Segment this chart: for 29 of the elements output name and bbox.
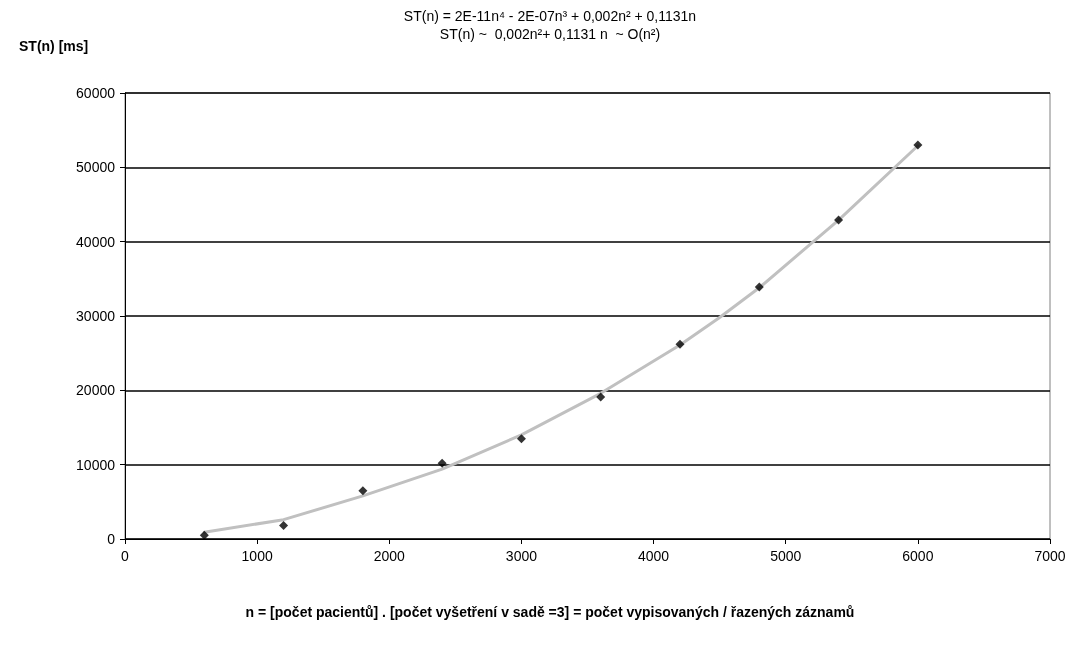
y-tick-label: 0 — [107, 531, 116, 547]
chart-subtitle: ST(n) ~ 0,002n²+ 0,1131 n ~ O(n²) — [439, 26, 661, 42]
y-tick-label: 10000 — [76, 456, 116, 473]
y-tick-label: 40000 — [76, 233, 116, 250]
point — [834, 215, 844, 225]
point — [596, 392, 606, 402]
x-tick-label: 7000 — [1034, 548, 1066, 564]
point — [437, 458, 447, 468]
y-tick-label: 20000 — [76, 382, 116, 399]
x-tick-label: 2000 — [373, 548, 406, 564]
point — [358, 486, 368, 496]
x-tick-label: 1000 — [241, 548, 273, 564]
x-tick-label: 5000 — [770, 548, 802, 564]
x-tick-label: 6000 — [902, 548, 934, 564]
y-tick-label: 50000 — [76, 159, 116, 176]
x-tick-label: 4000 — [637, 548, 670, 564]
point — [279, 521, 289, 531]
point — [675, 339, 685, 349]
y-axis-title: ST(n) [ms] — [19, 38, 89, 54]
y-tick-label: 60000 — [76, 85, 116, 101]
y-tick-label: 30000 — [76, 308, 116, 324]
point — [199, 530, 209, 540]
x-axis-title: n = [počet pacientů] . [počet vyšetření v sadě =3] = počet vypisovaných / řazených záznamů — [245, 604, 855, 620]
point — [913, 140, 923, 150]
chart-title: ST(n) = 2E-11n⁴ - 2E-07n³ + 0,002n² + 0,1131n — [403, 8, 697, 24]
x-tick-label: 0 — [121, 548, 130, 564]
point — [754, 282, 764, 292]
point — [516, 434, 526, 444]
x-tick-label: 3000 — [505, 548, 538, 564]
